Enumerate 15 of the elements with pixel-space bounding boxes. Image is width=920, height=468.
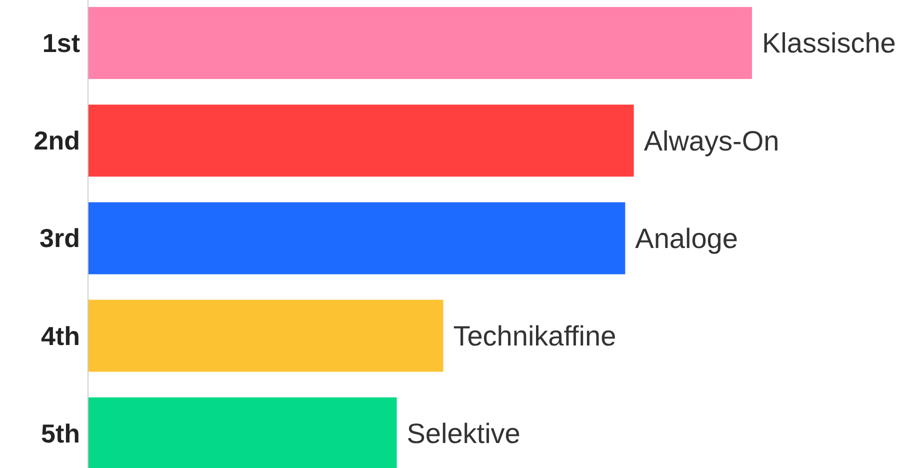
annotation: Klassische bbox=[762, 28, 896, 59]
annotation: Technikaffine bbox=[453, 320, 616, 352]
y-tick-label: 1st bbox=[42, 28, 80, 58]
bar bbox=[88, 202, 626, 274]
annotation: Analoge bbox=[635, 222, 738, 254]
y-tick-label: 3rd bbox=[40, 223, 80, 254]
bar bbox=[88, 397, 397, 468]
bar bbox=[88, 300, 444, 372]
annotation: Always-On bbox=[644, 125, 780, 156]
annotation: Selektive bbox=[406, 418, 520, 450]
bar bbox=[88, 7, 752, 79]
bar bbox=[88, 104, 634, 177]
y-tick-label: 4th bbox=[41, 320, 80, 351]
y-tick-label: 2nd bbox=[34, 126, 80, 156]
y-tick-label: 5th bbox=[41, 418, 80, 448]
